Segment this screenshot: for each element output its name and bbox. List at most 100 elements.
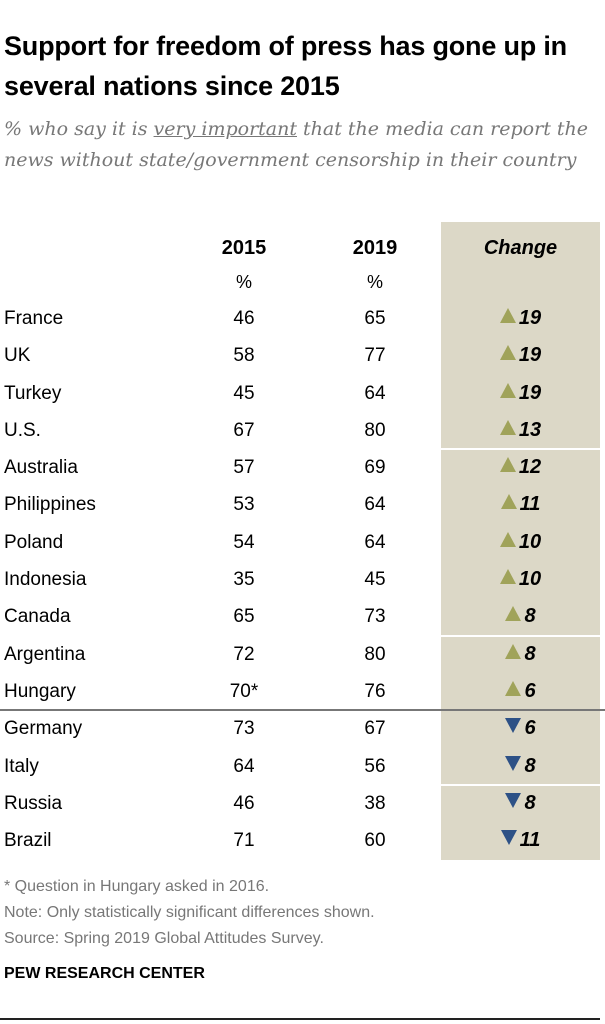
up-triangle-icon [505, 643, 522, 659]
value-2019: 80 [364, 643, 386, 665]
header-change-label: Change [483, 237, 558, 259]
table-row: Hungary 70* 76 6 [0, 673, 605, 712]
value-2019: 64 [364, 531, 386, 553]
down-triangle-icon [505, 792, 522, 808]
value-2019: 64 [364, 382, 386, 404]
table-row: Philippines 53 64 11 [0, 487, 605, 525]
value-2015: 57 [233, 457, 255, 479]
table-header: 2015 2019 % % Change [0, 222, 605, 301]
value-2015: 46 [233, 792, 255, 814]
country-label: UK [4, 345, 31, 367]
data-table: 2015 2019 % % Change France 46 65 19 UK 58 77 1… [0, 222, 605, 861]
table-row: Canada 65 73 8 [0, 599, 605, 637]
up-triangle-icon [499, 419, 516, 435]
value-2019: 56 [364, 755, 386, 777]
change-cell: 10 [441, 562, 600, 600]
change-value: 6 [524, 717, 536, 740]
table-row: Brazil 71 60 11 [0, 823, 605, 861]
table-row: Russia 46 38 8 [0, 785, 605, 824]
up-triangle-icon [499, 457, 516, 473]
subtitle-emphasis: very important [153, 118, 297, 140]
change-value: 11 [519, 829, 541, 852]
change-cell: 8 [441, 748, 600, 786]
change-cell: 12 [441, 450, 600, 488]
change-cell: 6 [441, 711, 600, 749]
up-triangle-icon [505, 606, 522, 622]
value-2019: 73 [364, 606, 386, 628]
country-label: Australia [4, 457, 78, 479]
country-label: Argentina [4, 643, 86, 665]
change-value: 10 [518, 568, 542, 591]
table-row: Poland 54 64 10 [0, 524, 605, 563]
change-value: 19 [518, 344, 542, 367]
change-cell: 8 [441, 636, 600, 674]
chart-subtitle: % who say it is very important that the … [4, 114, 604, 176]
change-value: 19 [518, 381, 542, 404]
table-row: France 46 65 19 [0, 301, 605, 339]
country-label: Russia [4, 792, 63, 814]
change-value: 6 [524, 679, 536, 702]
value-2019: 77 [364, 345, 386, 367]
up-triangle-icon [505, 680, 522, 696]
brand-logo-text: PEW RESEARCH CENTER [4, 965, 205, 982]
country-label: Poland [4, 531, 64, 553]
country-label: Canada [4, 606, 71, 628]
bottom-rule [0, 1018, 600, 1020]
change-value: 8 [524, 605, 536, 628]
change-cell: 19 [441, 375, 600, 413]
table-row: U.S. 67 80 13 [0, 412, 605, 451]
table-row: Germany 73 67 6 [0, 711, 605, 749]
value-2015: 64 [233, 755, 255, 777]
value-2015: 70* [229, 680, 259, 702]
unit-2019: % [366, 272, 383, 292]
table-row: Turkey 45 64 19 [0, 375, 605, 413]
subtitle-prefix: % who say it is [4, 118, 154, 140]
value-2015: 46 [233, 308, 255, 329]
table-row: Argentina 72 80 8 [0, 636, 605, 674]
value-2019: 67 [364, 718, 386, 740]
country-label: Indonesia [4, 569, 87, 591]
change-cell: 8 [441, 785, 600, 824]
down-triangle-icon [505, 718, 522, 734]
change-value: 19 [518, 307, 542, 329]
table-row: Italy 64 56 8 [0, 748, 605, 786]
change-value: 11 [519, 493, 541, 516]
country-label: Italy [4, 755, 39, 777]
value-2015: 73 [233, 718, 255, 740]
value-2019: 76 [364, 680, 386, 702]
change-value: 8 [524, 791, 536, 814]
country-label: Turkey [4, 382, 62, 404]
footnote-hungary: * Question in Hungary asked in 2016. [4, 878, 270, 895]
down-triangle-icon [500, 830, 517, 846]
table-row: Australia 57 69 12 [0, 450, 605, 488]
footnote-note: Note: Only statistically significant dif… [4, 904, 375, 921]
country-label: Germany [4, 718, 83, 740]
change-cell: 6 [441, 673, 600, 710]
up-triangle-icon [500, 494, 517, 510]
change-value: 10 [518, 530, 542, 553]
unit-2015: % [235, 272, 252, 292]
change-value: 12 [518, 456, 542, 479]
value-2019: 45 [364, 569, 386, 591]
value-2015: 65 [233, 606, 255, 628]
change-value: 13 [518, 418, 542, 441]
header-2015: 2015 [221, 237, 267, 259]
country-label: Brazil [4, 830, 52, 852]
change-cell: 11 [441, 823, 600, 861]
value-2015: 58 [233, 345, 255, 367]
up-triangle-icon [499, 382, 516, 398]
change-value: 8 [524, 642, 536, 665]
change-value: 8 [524, 754, 536, 777]
change-cell: 8 [441, 599, 600, 637]
value-2015: 71 [233, 830, 255, 852]
value-2019: 65 [364, 308, 386, 329]
change-cell: 11 [441, 487, 600, 525]
value-2019: 80 [364, 419, 386, 441]
value-2019: 64 [364, 494, 386, 516]
country-label: Philippines [4, 494, 96, 516]
up-triangle-icon [499, 308, 516, 323]
footnotes: * Question in Hungary asked in 2016. Not… [4, 874, 375, 952]
change-cell: 10 [441, 524, 600, 563]
up-triangle-icon [499, 345, 516, 361]
table-row: UK 58 77 19 [0, 338, 605, 376]
